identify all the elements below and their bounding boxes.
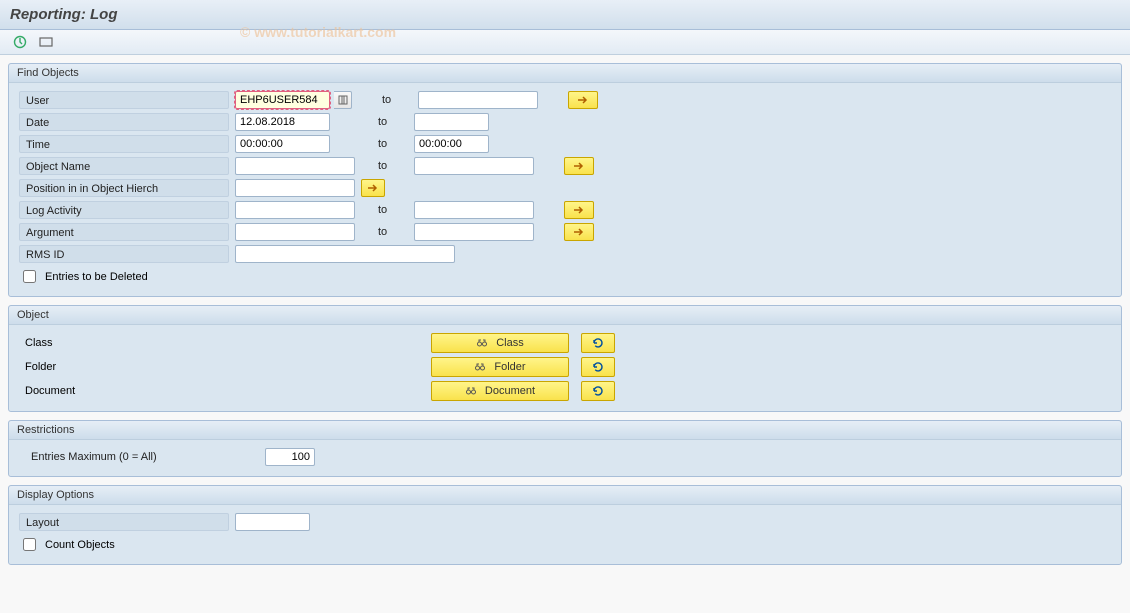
layout-input[interactable]	[235, 513, 310, 531]
entries-deleted-checkbox[interactable]	[23, 270, 36, 283]
header-bar: Reporting: Log	[0, 0, 1130, 30]
argument-from-input[interactable]	[235, 223, 355, 241]
log-activity-to-label: to	[378, 204, 408, 216]
binoculars-icon	[465, 385, 479, 397]
date-to-label: to	[378, 116, 408, 128]
content: Find Objects User to Date to Time	[0, 55, 1130, 581]
object-title: Object	[9, 306, 1121, 325]
document-refresh-button[interactable]	[581, 381, 615, 401]
find-objects-group: Find Objects User to Date to Time	[8, 63, 1122, 297]
user-multiselect-button[interactable]	[568, 91, 598, 109]
log-activity-to-input[interactable]	[414, 201, 534, 219]
entries-max-input[interactable]	[265, 448, 315, 466]
rms-id-input[interactable]	[235, 245, 455, 263]
document-label: Document	[19, 385, 419, 397]
row-position: Position in in Object Hierch	[9, 177, 1121, 199]
document-button-label: Document	[485, 385, 535, 397]
class-label: Class	[19, 337, 419, 349]
user-label: User	[19, 91, 229, 109]
user-to-label: to	[382, 94, 412, 106]
restrictions-group: Restrictions Entries Maximum (0 = All)	[8, 420, 1122, 477]
object-name-from-input[interactable]	[235, 157, 355, 175]
class-button[interactable]: Class	[431, 333, 569, 353]
layout-label: Layout	[19, 513, 229, 531]
date-label: Date	[19, 113, 229, 131]
rms-id-label: RMS ID	[19, 245, 229, 263]
row-entries-max: Entries Maximum (0 = All)	[9, 446, 1121, 468]
display-options-group: Display Options Layout Count Objects	[8, 485, 1122, 565]
time-label: Time	[19, 135, 229, 153]
position-label: Position in in Object Hierch	[19, 179, 229, 197]
count-objects-label: Count Objects	[45, 539, 115, 551]
object-name-to-input[interactable]	[414, 157, 534, 175]
position-multiselect-button[interactable]	[361, 179, 385, 197]
count-objects-checkbox[interactable]	[23, 538, 36, 551]
toolbar: © www.tutorialkart.com	[0, 30, 1130, 55]
log-activity-label: Log Activity	[19, 201, 229, 219]
argument-label: Argument	[19, 223, 229, 241]
log-activity-multiselect-button[interactable]	[564, 201, 594, 219]
row-time: Time to	[9, 133, 1121, 155]
time-to-input[interactable]	[414, 135, 489, 153]
class-refresh-button[interactable]	[581, 333, 615, 353]
object-name-to-label: to	[378, 160, 408, 172]
user-from-input[interactable]	[235, 91, 330, 109]
entries-max-label: Entries Maximum (0 = All)	[19, 449, 259, 465]
row-argument: Argument to	[9, 221, 1121, 243]
position-input[interactable]	[235, 179, 355, 197]
argument-to-input[interactable]	[414, 223, 534, 241]
row-log-activity: Log Activity to	[9, 199, 1121, 221]
entries-deleted-label: Entries to be Deleted	[45, 271, 148, 283]
row-user: User to	[9, 89, 1121, 111]
user-from-f4-icon[interactable]	[334, 91, 352, 109]
object-name-multiselect-button[interactable]	[564, 157, 594, 175]
row-rms-id: RMS ID	[9, 243, 1121, 265]
folder-button[interactable]: Folder	[431, 357, 569, 377]
date-from-input[interactable]	[235, 113, 330, 131]
restrictions-title: Restrictions	[9, 421, 1121, 440]
row-date: Date to	[9, 111, 1121, 133]
row-folder: Folder Folder	[9, 355, 1121, 379]
folder-button-label: Folder	[494, 361, 525, 373]
object-group: Object Class Class Folder Folder	[8, 305, 1122, 412]
find-objects-title: Find Objects	[9, 64, 1121, 83]
binoculars-icon	[474, 361, 488, 373]
execute-icon[interactable]	[10, 34, 30, 50]
page-title: Reporting: Log	[10, 6, 117, 23]
row-entries-deleted: Entries to be Deleted	[9, 265, 1121, 288]
time-to-label: to	[378, 138, 408, 150]
row-document: Document Document	[9, 379, 1121, 403]
class-button-label: Class	[496, 337, 524, 349]
date-to-input[interactable]	[414, 113, 489, 131]
display-options-title: Display Options	[9, 486, 1121, 505]
variant-icon[interactable]	[36, 34, 56, 50]
argument-to-label: to	[378, 226, 408, 238]
folder-refresh-button[interactable]	[581, 357, 615, 377]
argument-multiselect-button[interactable]	[564, 223, 594, 241]
row-layout: Layout	[9, 511, 1121, 533]
object-name-label: Object Name	[19, 157, 229, 175]
row-object-name: Object Name to	[9, 155, 1121, 177]
row-class: Class Class	[9, 331, 1121, 355]
binoculars-icon	[476, 337, 490, 349]
user-to-input[interactable]	[418, 91, 538, 109]
log-activity-from-input[interactable]	[235, 201, 355, 219]
row-count-objects: Count Objects	[9, 533, 1121, 556]
folder-label: Folder	[19, 361, 419, 373]
document-button[interactable]: Document	[431, 381, 569, 401]
time-from-input[interactable]	[235, 135, 330, 153]
